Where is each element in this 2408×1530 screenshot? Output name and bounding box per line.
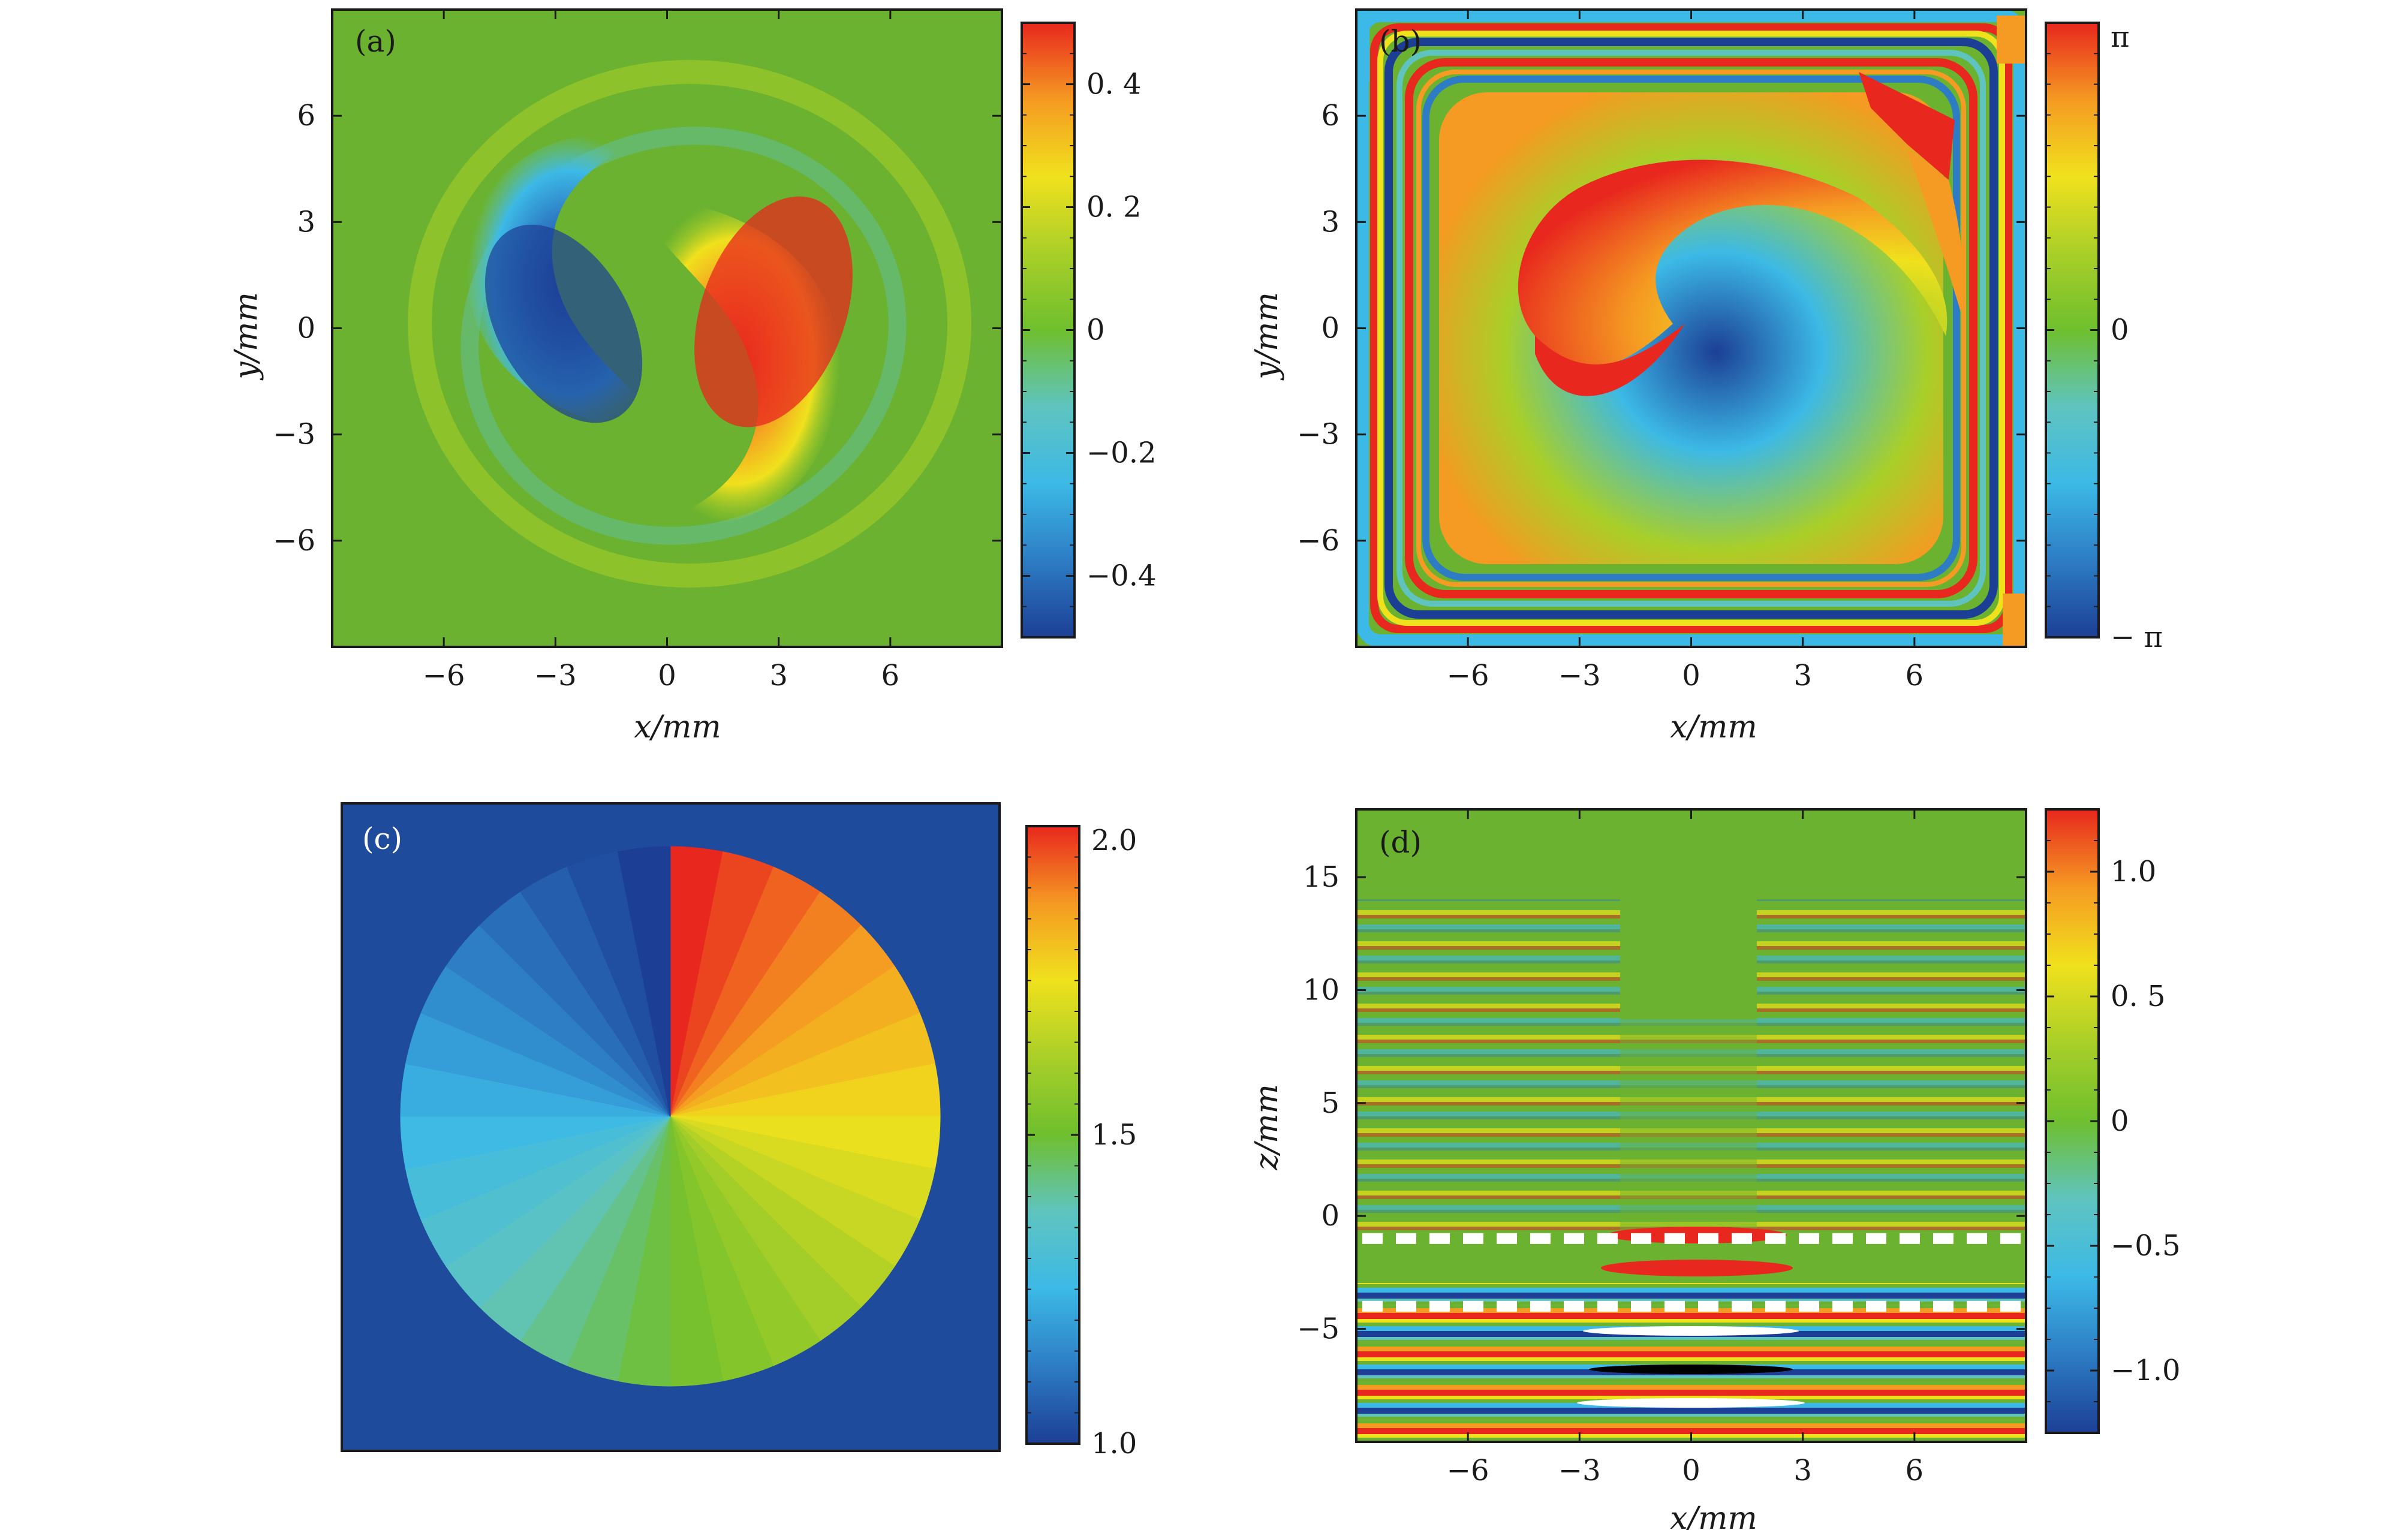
x-tick-label: −6	[1447, 659, 1489, 692]
y-tick-label: 15	[1303, 860, 1340, 894]
y-tick-label: −6	[273, 524, 315, 558]
panel-d-label: (d)	[1379, 825, 1422, 860]
y-tick-label: 0	[297, 312, 315, 345]
panel-a-label: (a)	[355, 24, 396, 59]
panel-d-dashed-lines	[1362, 1233, 2044, 1312]
panel-b-xlabel: x/mm	[1670, 709, 1757, 745]
panel-a: −6 −3 0 3 6 630−3−6 (a) x/mm y/mm 0. 40. 20−…	[228, 8, 1157, 745]
x-tick-label: 3	[1793, 659, 1812, 692]
x-tick-label: 0	[658, 659, 676, 692]
colorbar-tick-label: 1.0	[2111, 855, 2156, 889]
panel-c-frame	[341, 802, 1001, 1452]
colorbar-tick-label: − π	[2111, 621, 2163, 654]
panel-b-colorbar-ticks: π 0 − π	[2046, 20, 2163, 654]
panel-a-colorbar	[1021, 22, 1076, 638]
y-tick-label: 5	[1321, 1086, 1340, 1120]
x-tick-label: 6	[1906, 659, 1924, 692]
y-tick-label: 6	[297, 99, 315, 132]
x-tick-label: −3	[1558, 1454, 1601, 1487]
panel-a-ylabel: y/mm	[228, 292, 264, 381]
y-tick-label: −5	[1297, 1312, 1340, 1346]
x-tick-label: 3	[769, 659, 788, 692]
colorbar-tick-label: 0. 2	[1086, 191, 1142, 224]
colorbar-tick-label: 1.5	[1091, 1118, 1137, 1152]
panel-d-ylabel: z/mm	[1249, 1084, 1285, 1171]
x-tick-label: 0	[1682, 1454, 1700, 1487]
y-tick-label: −3	[273, 418, 315, 451]
y-tick-label: 6	[1321, 99, 1340, 132]
panel-c-label: (c)	[362, 821, 402, 856]
x-tick-label: 6	[1906, 1454, 1924, 1487]
panel-d-x-axis: −6 −3 0 3 6	[1447, 809, 1924, 1487]
panel-d-colorbar	[2045, 808, 2100, 1434]
colorbar-tick-label: 2.0	[1091, 824, 1137, 857]
x-tick-label: 0	[1682, 659, 1700, 692]
panel-d-y-axis: 15 10 5 0 −5	[1297, 860, 2026, 1346]
panel-a-y-axis: 6 3 0 −3 −6	[273, 99, 1002, 558]
x-tick-label: −3	[1558, 659, 1601, 692]
x-tick-label: −6	[423, 659, 465, 692]
panel-b-heatmap	[1356, 10, 2026, 647]
colorbar-tick-label: 0	[2111, 314, 2129, 347]
x-tick-label: −6	[1447, 1454, 1489, 1487]
panel-b-ylabel: y/mm	[1249, 292, 1285, 381]
panel-a-xlabel: x/mm	[634, 709, 721, 745]
y-tick-label: 10	[1303, 973, 1340, 1007]
y-tick-label: 3	[297, 205, 315, 239]
phase-wedge	[617, 846, 671, 1117]
panel-a-colorbar-ticks: 0. 4 0. 2 0 −0.2 −0.4	[1022, 53, 1157, 607]
panel-a-heatmap	[332, 10, 1002, 647]
colorbar-tick-label: −0.2	[1086, 436, 1157, 470]
colorbar-tick-label: π	[2111, 20, 2130, 54]
panel-d-heatmap	[1356, 809, 2026, 1442]
colorbar-tick-label: 1.0	[1091, 1427, 1137, 1460]
y-tick-label: −3	[1297, 418, 1340, 451]
panel-c-colorbar-ticks: 2.0 1.5 1.0	[1027, 824, 1137, 1460]
panel-b-label: (b)	[1379, 24, 1422, 59]
colorbar-tick-label: 0. 4	[1086, 68, 1142, 101]
colorbar-tick-label: −0.4	[1086, 559, 1157, 593]
panel-b-y-axis: 6 3 0 −3 −6	[1297, 99, 2026, 558]
colorbar-tick-label: 0	[2111, 1104, 2129, 1138]
x-tick-label: 6	[881, 659, 900, 692]
y-tick-label: 0	[1321, 1199, 1340, 1233]
y-tick-label: 0	[1321, 312, 1340, 345]
panel-c-phase-plate	[400, 846, 941, 1387]
x-tick-label: 3	[1793, 1454, 1812, 1487]
colorbar-tick-label: −0.5	[2111, 1229, 2181, 1263]
y-tick-label: 3	[1321, 205, 1340, 239]
panel-d-colorbar-ticks: 1.0 0. 5 0 −0.5 −1.0	[2046, 840, 2181, 1402]
panel-b: −6 −3 0 3 6 6 3 0 −3 −6 (b) x/mm y/mm π 0 − π	[1249, 8, 2163, 745]
colorbar-tick-label: 0	[1086, 314, 1105, 347]
panel-a-x-axis: −6 −3 0 3 6	[423, 10, 899, 692]
panel-c: (c) 2.0 1.5 1.0	[341, 802, 1137, 1460]
x-tick-label: −3	[534, 659, 577, 692]
panel-d-xlabel: x/mm	[1670, 1501, 1757, 1530]
panel-b-x-axis: −6 −3 0 3 6	[1447, 10, 1924, 692]
colorbar-tick-label: 0. 5	[2111, 980, 2166, 1013]
y-tick-label: −6	[1297, 524, 1340, 558]
colorbar-tick-label: −1.0	[2111, 1354, 2181, 1387]
